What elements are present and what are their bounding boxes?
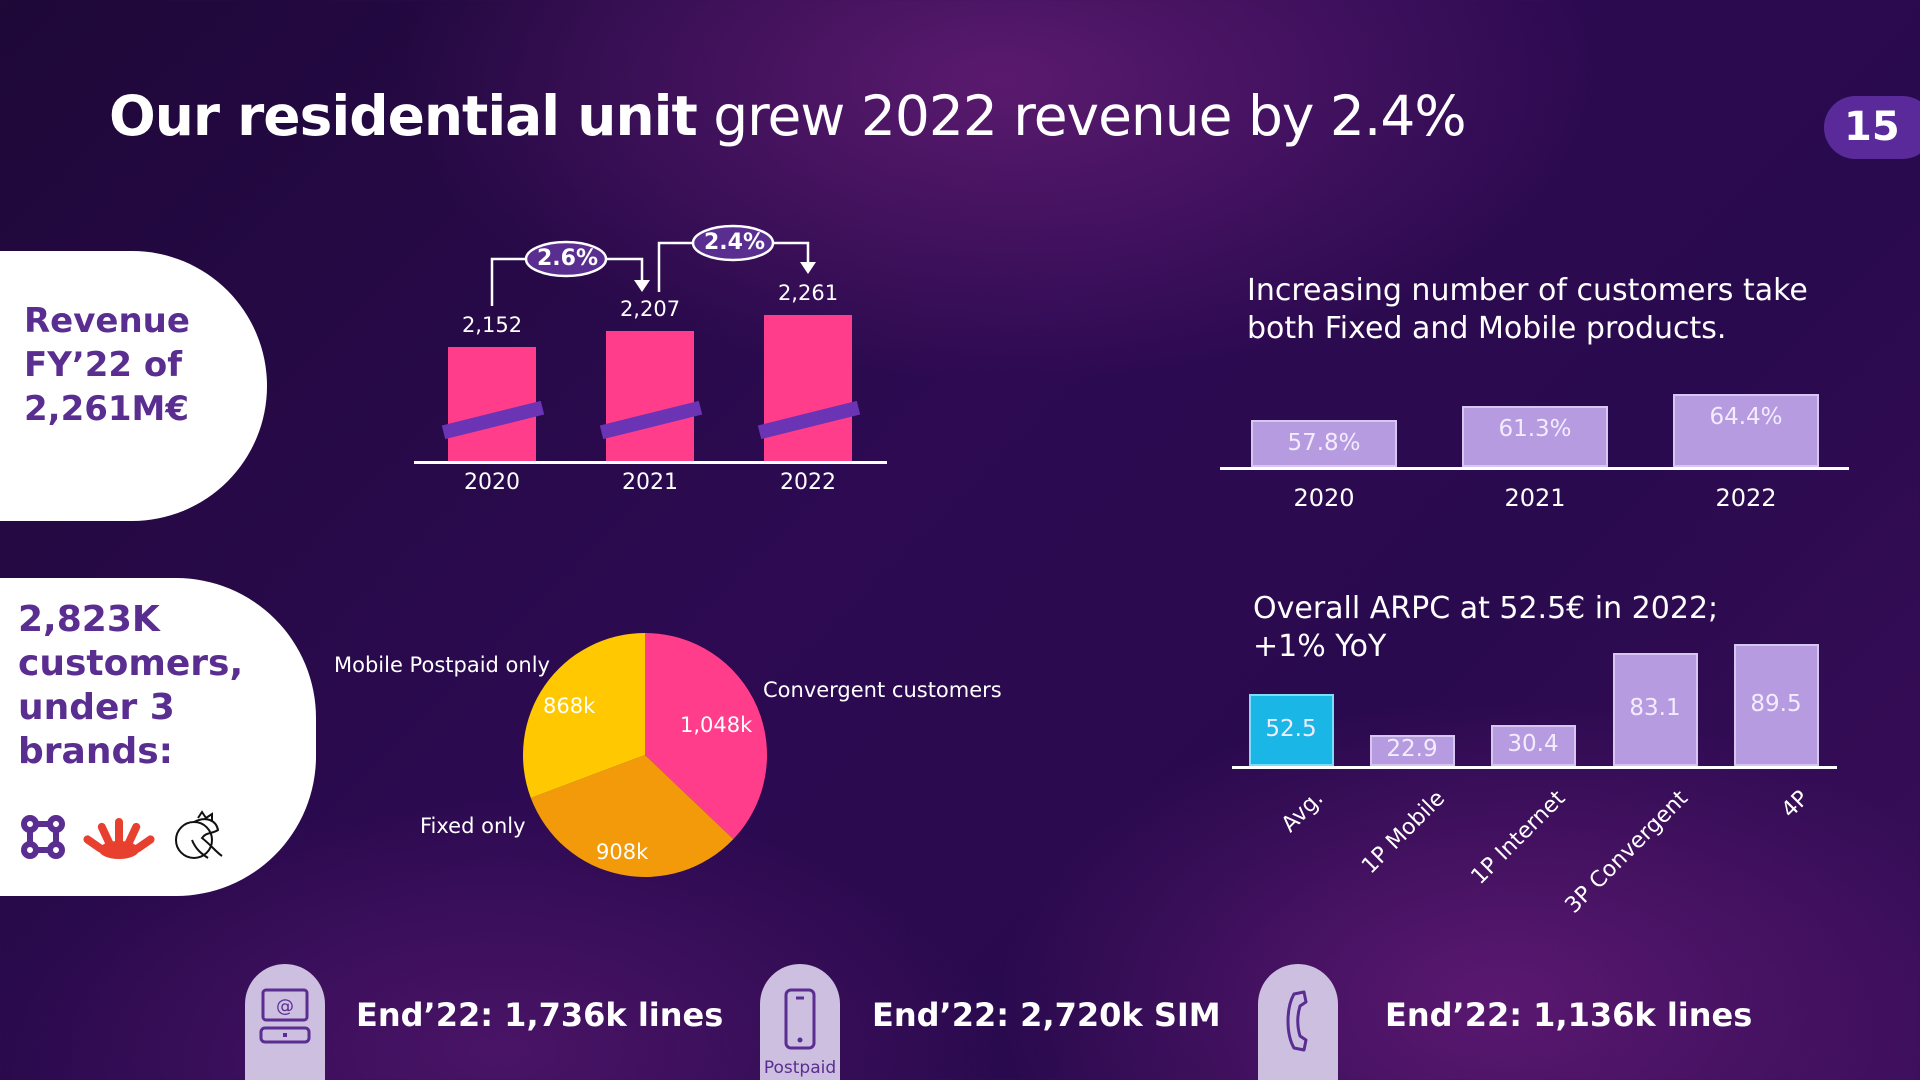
pie-legend-label: Convergent customers [763, 678, 1002, 702]
arpc-value-label: 83.1 [1629, 695, 1681, 722]
revenue-bar [441, 347, 545, 461]
revenue-value-label: 2,207 [619, 297, 681, 322]
axis-break-mark [757, 400, 861, 440]
mobile-pill: Postpaid [760, 964, 840, 1080]
revenue-line: 2,261M€ [24, 389, 190, 429]
revenue-line: Revenue [24, 301, 190, 341]
revenue-value-label: 2,261 [777, 281, 839, 306]
arrow-down-icon [634, 280, 650, 292]
growth-label: 2.4% [704, 230, 766, 255]
pie-value-label: 908k [596, 840, 649, 864]
convergence-value-label: 61.3% [1498, 416, 1572, 443]
arpc-category-label: 1P Internet [1466, 786, 1571, 890]
pie-value-label: 1,048k [680, 713, 753, 737]
customer-pie-chart [523, 633, 767, 877]
svg-text:@: @ [276, 996, 294, 1017]
title-bold: Our residential unit [109, 84, 698, 148]
arpc-value-label: 89.5 [1750, 690, 1802, 717]
arpc-value-label: 30.4 [1507, 731, 1559, 758]
convergence-bar [1251, 420, 1397, 467]
arpc-value-label: 52.5 [1265, 716, 1317, 743]
fixed-voice-pill [1258, 964, 1338, 1080]
internet-router-icon: @ [259, 988, 311, 1044]
page-title: Our residential unit grew 2022 revenue b… [109, 84, 1467, 148]
arpc-axis [1232, 766, 1837, 769]
arpc-bar [1491, 724, 1576, 766]
arpc-bar [1249, 694, 1334, 766]
title-light: grew 2022 revenue by 2.4% [696, 84, 1466, 148]
revenue-value-label: 2,152 [461, 313, 523, 337]
growth-label: 2.6% [537, 246, 599, 271]
convergence-year-label: 2020 [1293, 484, 1355, 512]
convergence-bar [1673, 394, 1819, 467]
fixed-lines-stat: End’22: 1,136k lines [1385, 996, 1753, 1034]
convergence-year-label: 2022 [1715, 484, 1777, 512]
growth-badge [691, 224, 775, 262]
customers-line: brands: [18, 731, 174, 772]
growth-badge [524, 240, 608, 278]
customers-line: customers, [18, 643, 244, 684]
convergence-year-label: 2021 [1504, 484, 1566, 512]
revenue-bar [599, 331, 703, 461]
convergence-axis [1220, 467, 1849, 470]
arpc-bar [1734, 643, 1819, 766]
growth-annotations [490, 224, 816, 306]
customers-card: 2,823K customers, under 3 brands: [0, 578, 316, 896]
axis-break-mark [441, 400, 545, 440]
arpc-category-label: 3P Convergent [1560, 786, 1693, 919]
revenue-card: Revenue FY’22 of 2,261M€ [0, 251, 267, 521]
arpc-bar [1613, 652, 1698, 766]
axis-break-mark [599, 400, 703, 440]
mobile-sim-stat: End’22: 2,720k SIM [872, 996, 1221, 1034]
pie-legend-label: Mobile Postpaid only [334, 653, 550, 677]
phone-handset-icon [1286, 990, 1308, 1052]
dragon-logo [175, 810, 223, 859]
arpc-category-label: Avg. [1277, 786, 1329, 838]
revenue-year-label: 2020 [464, 470, 520, 495]
revenue-year-label: 2022 [780, 470, 836, 495]
page-number: 15 [1824, 96, 1920, 159]
arrow-down-icon [800, 262, 816, 274]
customers-line: 2,823K [18, 599, 160, 640]
convergence-bar [1462, 406, 1608, 467]
pie-legend-label: Fixed only [420, 814, 526, 838]
revenue-bar [757, 315, 861, 461]
arpc-category-label: 4P [1776, 786, 1814, 823]
pie-slice [530, 755, 734, 877]
revenue-line: FY’22 of [24, 345, 183, 385]
revenue-year-label: 2021 [622, 470, 678, 495]
convergence-value-label: 64.4% [1709, 404, 1783, 431]
arpc-bar [1370, 734, 1455, 766]
pie-value-label: 868k [543, 694, 596, 718]
quatro-knot-logo [21, 815, 65, 859]
arpc-heading: Overall ARPC at 52.5€ in 2022; +1% YoY [1253, 591, 1719, 664]
convergence-heading: Increasing number of customers take both… [1247, 273, 1808, 346]
internet-lines-stat: End’22: 1,736k lines [356, 996, 724, 1034]
internet-pill: @ [245, 964, 325, 1080]
pie-slice [523, 633, 645, 799]
postpaid-label: Postpaid [763, 1058, 837, 1078]
convergence-value-label: 57.8% [1287, 430, 1361, 456]
customers-line: under 3 [18, 687, 175, 728]
arpc-category-label: 1P Mobile [1356, 786, 1450, 879]
smartphone-icon [784, 988, 816, 1050]
arpc-value-label: 22.9 [1386, 736, 1438, 763]
red-hand-logo [83, 818, 155, 859]
pie-slice [645, 633, 767, 840]
revenue-axis [414, 461, 887, 464]
